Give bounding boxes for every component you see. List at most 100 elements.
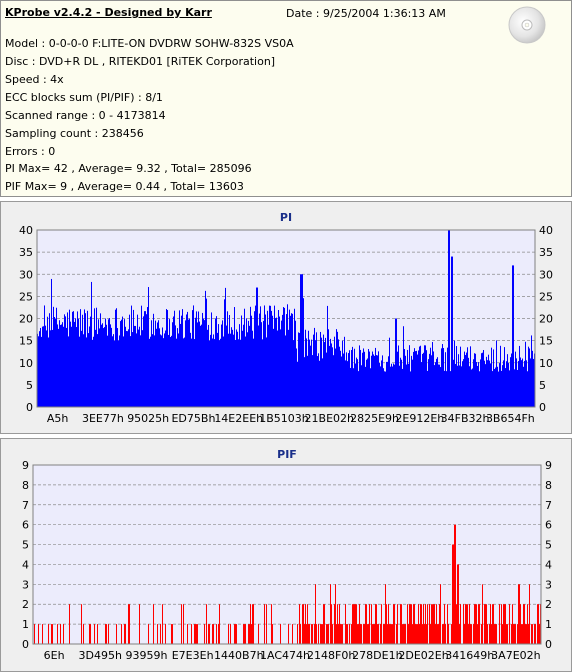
bar — [67, 312, 68, 407]
bar — [38, 624, 39, 644]
bar — [389, 337, 390, 407]
bar — [303, 604, 304, 644]
bar — [427, 604, 428, 644]
bar — [51, 624, 52, 644]
y-tick-label-right: 8 — [545, 479, 552, 492]
bar — [532, 624, 533, 644]
bar — [286, 314, 287, 407]
bar — [352, 346, 353, 407]
bar — [464, 351, 465, 407]
bar — [490, 604, 491, 644]
bar — [162, 327, 163, 407]
bar — [402, 368, 403, 407]
bar — [398, 345, 399, 407]
bar — [387, 624, 388, 644]
bar — [401, 359, 402, 407]
bar — [308, 330, 309, 407]
bar — [52, 329, 53, 407]
x-tick-label: E7E3Eh — [172, 649, 214, 662]
bar-series — [34, 524, 541, 644]
y-tick-label-right: 6 — [545, 519, 552, 532]
bar — [517, 624, 518, 644]
bar — [510, 357, 511, 407]
bar — [459, 365, 460, 407]
bar — [233, 334, 234, 407]
bar — [490, 363, 491, 407]
bar — [384, 624, 385, 644]
bar — [360, 624, 361, 644]
x-tick-label: 3B654Fh — [486, 412, 535, 425]
bar — [462, 361, 463, 407]
bar — [184, 337, 185, 407]
bar — [446, 371, 447, 407]
y-tick-label-right: 2 — [545, 598, 552, 611]
bar — [81, 330, 82, 407]
scan-date: Date : 9/25/2004 1:36:13 AM — [286, 7, 446, 20]
bar — [521, 624, 522, 644]
bar — [366, 359, 367, 407]
bar — [59, 320, 60, 407]
bar — [460, 604, 461, 644]
bar — [486, 604, 487, 644]
x-tick-label: 341649h — [445, 649, 494, 662]
x-tick-label: 1440B7h — [214, 649, 264, 662]
bar — [413, 351, 414, 407]
bar — [218, 624, 219, 644]
bar — [253, 604, 254, 644]
bar — [475, 604, 476, 644]
bar — [524, 604, 525, 644]
bar — [328, 329, 329, 407]
bar — [174, 310, 175, 407]
bar — [206, 298, 207, 407]
bar — [346, 352, 347, 407]
bar — [355, 604, 356, 644]
bar — [333, 355, 334, 407]
pif-chart-panel: PIF 0 0 1 1 2 2 3 3 4 4 5 5 6 6 7 7 8 8 9 9 6Eh 3D495h 93959h E7… — [0, 438, 572, 672]
bar — [287, 304, 288, 407]
bar — [187, 624, 188, 644]
bar — [251, 624, 252, 644]
bar — [523, 366, 524, 407]
bar — [340, 624, 341, 644]
bar — [241, 315, 242, 407]
bar — [317, 356, 318, 407]
y-tick-label-left: 5 — [22, 539, 29, 552]
bar — [370, 368, 371, 407]
bar — [240, 339, 241, 407]
bar — [106, 624, 107, 644]
bar — [248, 624, 249, 644]
bar — [328, 624, 329, 644]
bar — [128, 329, 129, 407]
bar — [461, 366, 462, 407]
bar — [312, 624, 313, 644]
bar — [455, 363, 456, 407]
bar — [369, 604, 370, 644]
bar — [349, 350, 350, 407]
bar — [283, 307, 284, 407]
bar — [121, 624, 122, 644]
bar — [474, 604, 475, 644]
bar — [404, 624, 405, 644]
bar — [440, 584, 441, 644]
bar — [347, 361, 348, 407]
bar — [454, 524, 455, 644]
model-line: Model : 0-0-0-0 F:LITE-ON DVDRW SOHW-832… — [5, 37, 294, 50]
bar — [522, 358, 523, 407]
bar — [303, 298, 304, 407]
bar — [371, 604, 372, 644]
bar — [435, 624, 436, 644]
y-tick-label-right: 20 — [539, 313, 553, 326]
bar — [44, 305, 45, 407]
bar — [396, 318, 397, 407]
bar — [146, 314, 147, 407]
bar — [312, 355, 313, 407]
bar — [457, 365, 458, 407]
bar — [235, 339, 236, 407]
bar — [423, 604, 424, 644]
bar — [496, 340, 497, 407]
bar — [359, 345, 360, 407]
bar — [487, 360, 488, 407]
bar — [480, 359, 481, 407]
bar — [50, 330, 51, 407]
y-tick-label-left: 4 — [22, 558, 29, 571]
